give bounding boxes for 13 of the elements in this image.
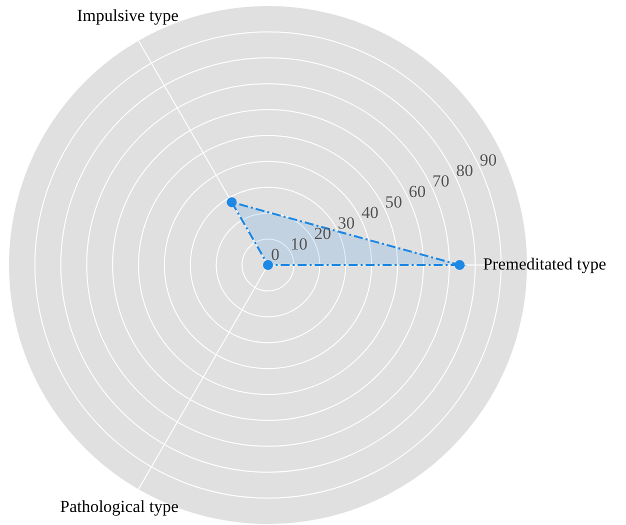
y-tick-label: 90 (480, 150, 497, 170)
spoke-label: Premeditated type (482, 254, 606, 274)
spoke-label: Pathological type (60, 496, 178, 516)
y-tick-label: 40 (361, 203, 378, 222)
y-tick-label: 70 (432, 171, 450, 190)
y-tick-label: 10 (290, 234, 308, 254)
y-tick-label: 50 (385, 192, 402, 212)
y-tick-label: 20 (314, 224, 332, 244)
spoke-label: Impulsive type (76, 6, 178, 26)
y-tick-label: 30 (338, 214, 355, 233)
y-tick-label: 60 (408, 182, 426, 202)
y-tick-label: 80 (456, 160, 474, 180)
y-tick-label: 0 (271, 245, 280, 264)
